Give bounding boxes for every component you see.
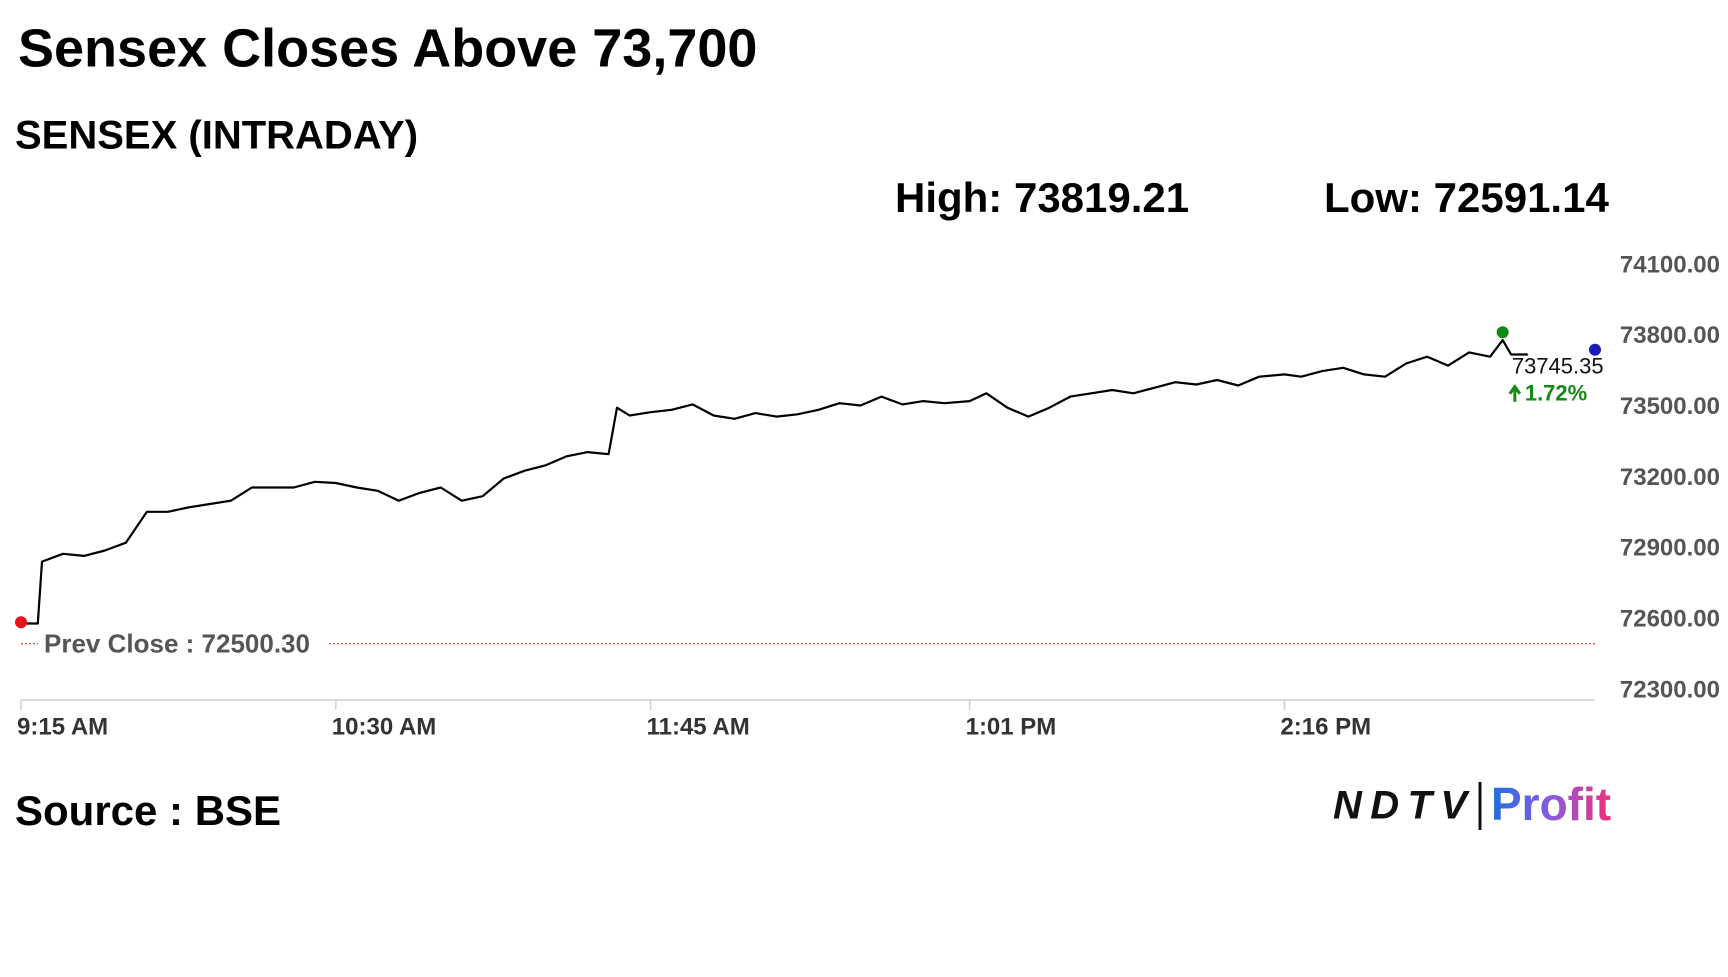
change-value: 1.72% bbox=[1525, 381, 1587, 406]
low-value: 72591.14 bbox=[1434, 174, 1610, 221]
prev-close-bg bbox=[38, 625, 328, 662]
low-text: Low: 72591.14 bbox=[1324, 174, 1609, 221]
x-tick-label: 9:15 AM bbox=[17, 713, 108, 740]
prev-close-text: Prev Close : 72500.30 bbox=[44, 629, 310, 659]
y-tick-label: 72300.00 bbox=[1620, 676, 1720, 703]
y-tick-label: 72900.00 bbox=[1620, 535, 1720, 562]
price-line bbox=[21, 339, 1528, 625]
last-value: 73745.35 bbox=[1512, 354, 1604, 379]
high-label: High: bbox=[895, 174, 1002, 221]
x-tick-label: 11:45 AM bbox=[647, 713, 750, 740]
change-arrow bbox=[1508, 384, 1522, 402]
y-tick-label: 73200.00 bbox=[1620, 464, 1720, 491]
y-tick-label: 74100.00 bbox=[1620, 251, 1720, 278]
x-tick-label: 2:16 PM bbox=[1280, 713, 1371, 740]
y-tick-label: 72600.00 bbox=[1620, 606, 1720, 633]
prev-close-label: Prev Close : bbox=[44, 629, 194, 659]
high-text: High: 73819.21 bbox=[895, 174, 1189, 221]
chart-subtitle: SENSEX (INTRADAY) bbox=[15, 114, 418, 158]
prev-close-value: 72500.30 bbox=[202, 629, 310, 659]
low-marker bbox=[15, 616, 27, 629]
source: Source : BSE bbox=[15, 787, 281, 834]
y-tick-label: 73500.00 bbox=[1620, 393, 1720, 420]
x-tick-label: 10:30 AM bbox=[332, 713, 436, 740]
x-tick-label: 1:01 PM bbox=[966, 713, 1057, 740]
logo-product: Profit bbox=[1491, 778, 1611, 830]
high-value: 73819.21 bbox=[1014, 174, 1189, 221]
y-tick-label: 73800.00 bbox=[1620, 322, 1720, 349]
low-label: Low: bbox=[1324, 174, 1422, 221]
high-marker bbox=[1496, 326, 1509, 339]
logo-brand: NDTV bbox=[1333, 784, 1470, 828]
last-marker bbox=[1589, 343, 1601, 356]
chart-title: Sensex Closes Above 73,700 bbox=[18, 18, 757, 78]
